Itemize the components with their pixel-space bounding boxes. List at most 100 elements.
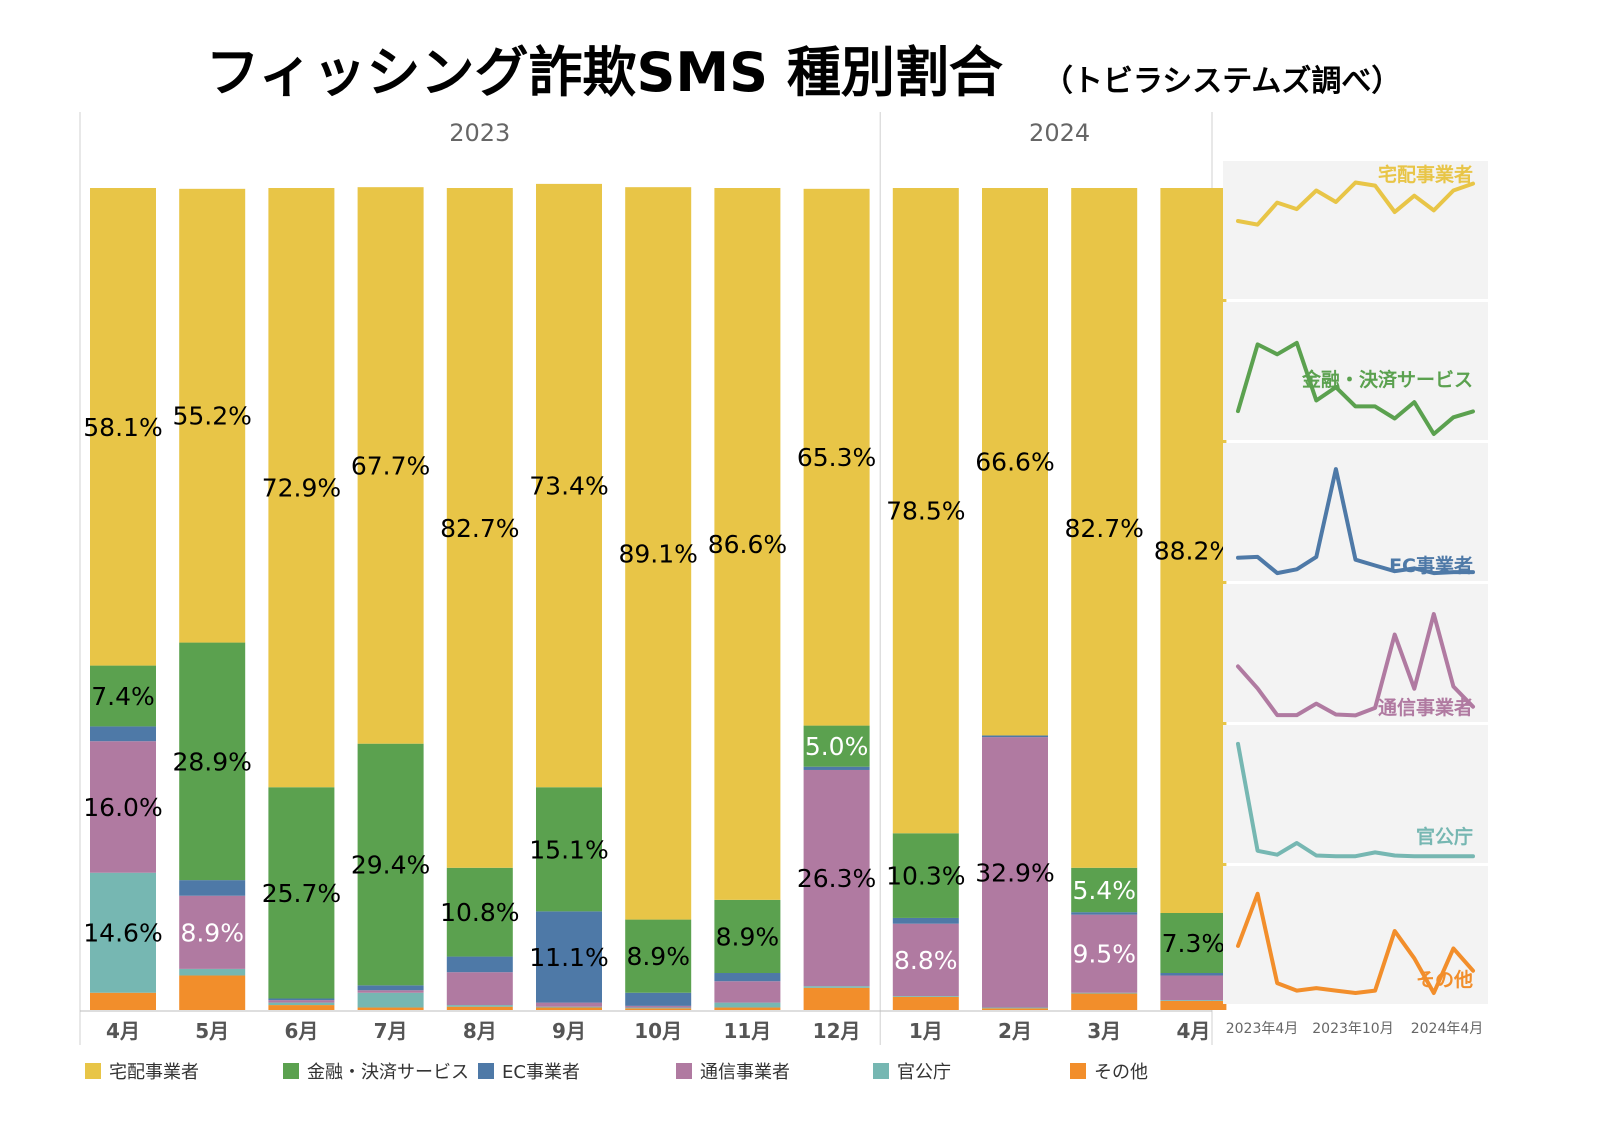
bar-data-label: 10.8%: [440, 898, 519, 927]
bar-segment: [625, 1005, 692, 1008]
sparkline-panel-background: [1223, 302, 1488, 440]
bar-data-label: 86.6%: [708, 530, 787, 559]
bar-data-label: 15.1%: [529, 835, 608, 864]
sparkline-panel-label: 官公庁: [1416, 825, 1473, 848]
bar-data-label: 29.4%: [351, 851, 430, 880]
bar-segment: [625, 1008, 692, 1010]
bar-segment: [803, 725, 870, 767]
bar-segment: [1071, 914, 1138, 993]
bar-segment: [1160, 188, 1227, 914]
legend-swatch: [478, 1063, 494, 1079]
x-tick-label: 8月: [463, 1019, 497, 1043]
bar-segment: [1071, 188, 1138, 868]
legend-label: 宅配事業者: [109, 1062, 199, 1083]
bar-segment: [1160, 1000, 1227, 1001]
bar-segment: [357, 992, 424, 1008]
bar-segment: [1160, 973, 1227, 976]
bar-segment: [179, 642, 246, 881]
bar-segment: [1071, 912, 1138, 915]
bar-segment: [803, 986, 870, 988]
legend-label: 通信事業者: [700, 1062, 790, 1083]
legend-swatch: [1070, 1063, 1086, 1079]
bar-segment: [714, 1007, 781, 1010]
bar-segment: [357, 743, 424, 986]
x-tick-label: 7月: [374, 1019, 408, 1043]
bar-segment: [536, 1007, 602, 1010]
bar-segment: [1160, 975, 1227, 1001]
bar-segment: [90, 665, 156, 727]
bar-segment: [446, 956, 513, 973]
bar-segment: [446, 1005, 513, 1007]
bar-segment: [892, 996, 959, 1010]
bar-segment: [892, 188, 959, 834]
legend-label: 金融・決済サービス: [307, 1062, 469, 1083]
bar-segment: [1071, 993, 1138, 1010]
bar-segment: [446, 972, 513, 1006]
bar-data-label: 26.3%: [797, 864, 876, 893]
bar-segment: [536, 1006, 602, 1008]
sparkline-series-line: [1236, 612, 1475, 718]
bar-data-label: 66.6%: [975, 448, 1054, 477]
bar-data-label: 7.3%: [1162, 929, 1226, 958]
bar-segment: [625, 187, 692, 920]
bar-data-label: 16.0%: [83, 793, 162, 822]
bar-data-label: 72.9%: [262, 474, 341, 503]
sparkline-panel-label: 通信事業者: [1378, 696, 1473, 719]
bar-segment: [90, 188, 156, 666]
bar-segment: [714, 899, 781, 974]
sparkline-series-line: [1236, 467, 1475, 576]
legend-swatch: [85, 1063, 101, 1079]
bar-segment: [90, 726, 156, 742]
bar-segment: [714, 981, 781, 1003]
bar-segment: [536, 911, 602, 1003]
bar-segment: [803, 987, 870, 1010]
bar-data-label: 65.3%: [797, 443, 876, 472]
bar-data-label: 8.9%: [716, 922, 780, 951]
sparkline-panel-background: [1223, 725, 1488, 863]
bar-segment: [714, 1002, 781, 1008]
bar-data-label: 55.2%: [172, 402, 251, 431]
bar-data-label: 58.1%: [83, 413, 162, 442]
bar-segment: [446, 1006, 513, 1010]
bar-data-label: 14.6%: [83, 919, 162, 948]
bar-segment: [982, 1008, 1048, 1010]
bar-segment: [357, 990, 424, 993]
bar-segment: [714, 973, 781, 982]
bar-segment: [357, 985, 424, 991]
bar-data-label: 88.2%: [1154, 537, 1233, 566]
chart-subtitle: （トビラシステムズ調べ）: [1042, 64, 1402, 99]
bar-data-label: 67.7%: [351, 451, 430, 480]
bar-data-label: 9.5%: [1072, 940, 1136, 969]
sparkline-series-line: [1236, 180, 1475, 227]
bar-segment: [536, 1002, 602, 1007]
bar-segment: [446, 867, 513, 957]
bar-segment: [268, 1005, 335, 1010]
x-tick-label: 2月: [998, 1019, 1032, 1043]
bar-data-label: 8.9%: [626, 942, 690, 971]
bar-data-label: 10.3%: [886, 862, 965, 891]
legend-swatch: [283, 1063, 299, 1079]
bar-data-label: 8.8%: [894, 946, 958, 975]
bar-segment: [803, 188, 870, 726]
bar-segment: [892, 923, 959, 997]
x-tick-label: 4月: [106, 1019, 140, 1043]
sparkline-panel-label: 宅配事業者: [1378, 163, 1473, 186]
bar-segment: [179, 968, 246, 976]
x-tick-label: 5月: [195, 1019, 229, 1043]
bar-segment: [982, 737, 1048, 1008]
sparkline-x-tick-label: 2023年4月: [1226, 1021, 1299, 1037]
chart-title-block: フィッシング詐欺SMS 種別割合 （トビラシステムズ調べ）: [0, 28, 1607, 107]
bar-segment: [892, 833, 959, 918]
bar-segment: [179, 975, 246, 1010]
bar-segment: [268, 787, 335, 999]
bar-segment: [268, 1002, 335, 1006]
bar-segment: [982, 735, 1048, 738]
sparkline-panel-label: その他: [1416, 968, 1473, 991]
bar-data-label: 5.0%: [805, 732, 869, 761]
legend-label: その他: [1094, 1062, 1148, 1083]
bar-segment: [982, 188, 1048, 736]
legend-label: 官公庁: [897, 1062, 951, 1083]
bar-segment: [625, 919, 692, 993]
sparkline-x-tick-label: 2023年10月: [1312, 1021, 1393, 1037]
